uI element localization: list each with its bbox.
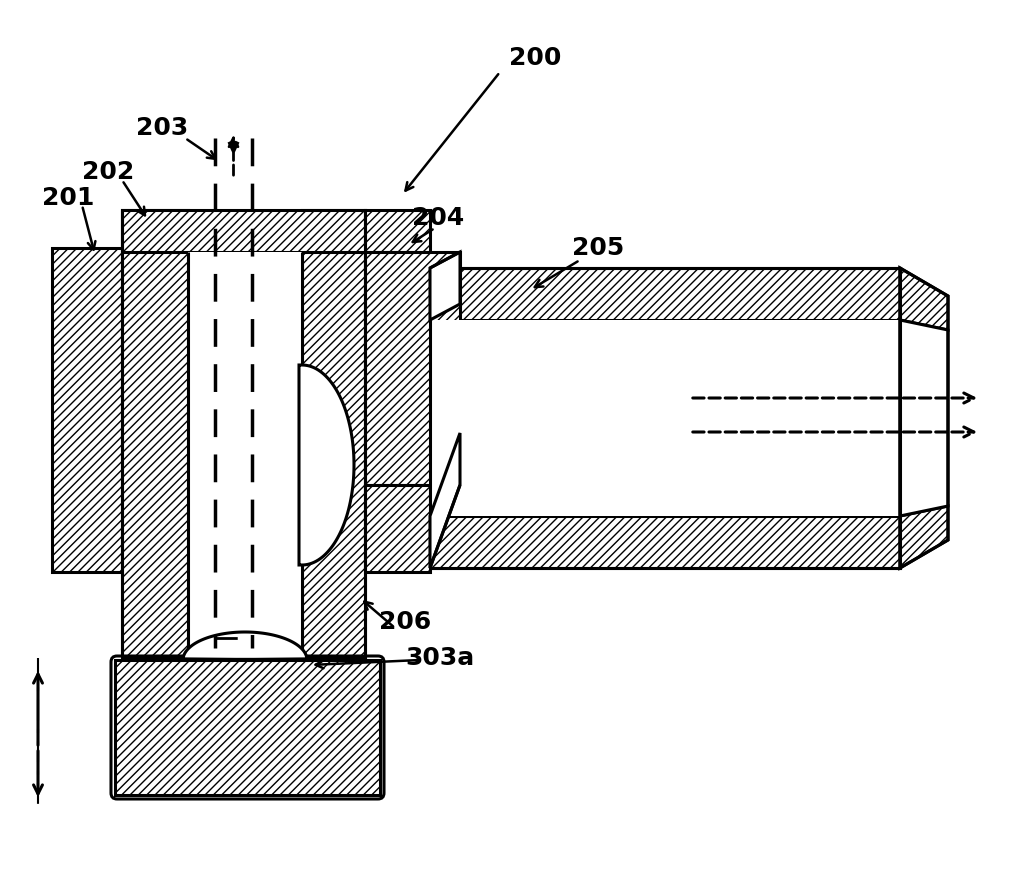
Text: 202: 202 [82, 160, 135, 184]
Bar [302, 210, 365, 658]
Text: 303a: 303a [406, 646, 475, 670]
Text: 204: 204 [412, 206, 464, 230]
Polygon shape [183, 632, 307, 660]
Text: 205: 205 [572, 236, 624, 260]
Polygon shape [900, 320, 948, 516]
Text: 200: 200 [509, 46, 561, 70]
Text: 206: 206 [379, 610, 432, 634]
Bar [430, 268, 900, 320]
Polygon shape [430, 433, 460, 568]
Bar [115, 660, 380, 795]
Bar [365, 485, 430, 572]
Bar [430, 320, 900, 516]
Text: 201: 201 [41, 186, 94, 210]
Polygon shape [299, 365, 354, 565]
Polygon shape [900, 268, 948, 330]
Bar [365, 252, 460, 485]
Bar [52, 248, 122, 572]
Polygon shape [900, 506, 948, 568]
Bar [188, 252, 302, 658]
Bar [430, 516, 900, 568]
Bar [122, 210, 365, 252]
Bar [122, 210, 188, 658]
Polygon shape [430, 252, 460, 320]
Text: 203: 203 [136, 116, 188, 140]
Bar [430, 268, 900, 568]
Bar [365, 210, 430, 252]
